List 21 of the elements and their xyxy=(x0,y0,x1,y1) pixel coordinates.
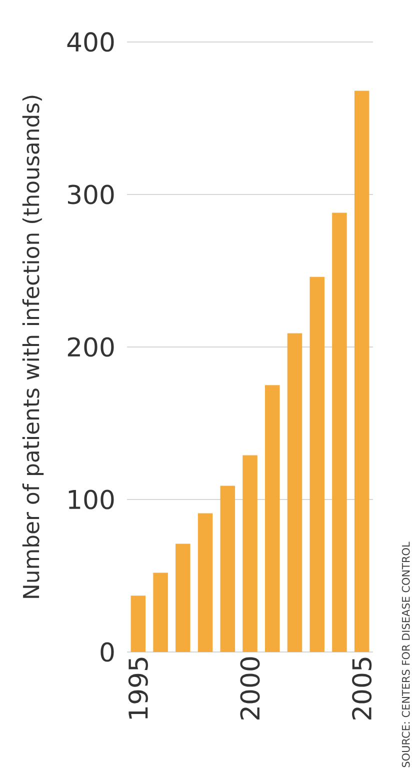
bar xyxy=(264,385,280,652)
x-tick-label: 1995 xyxy=(128,658,148,719)
bar xyxy=(354,90,370,652)
bar xyxy=(220,486,236,652)
x-tick-label: 2000 xyxy=(240,657,260,720)
bar xyxy=(130,596,146,652)
bar xyxy=(153,572,168,652)
y-tick-label: 200 xyxy=(68,337,114,357)
y-tick-label: 300 xyxy=(68,184,114,204)
y-tick-label: 0 xyxy=(100,642,114,662)
bar xyxy=(242,455,258,652)
bar xyxy=(332,212,347,652)
source-note: SOURCE: CENTERS FOR DISEASE CONTROL xyxy=(402,542,410,768)
bar xyxy=(310,276,324,652)
y-tick-label: 400 xyxy=(67,32,114,52)
y-tick-label: 100 xyxy=(68,490,114,510)
bar xyxy=(198,513,213,652)
y-axis-title: Number of patients with infection (thousands) xyxy=(22,96,44,598)
x-tick-label: 2005 xyxy=(352,658,372,720)
bar xyxy=(287,333,302,652)
bar xyxy=(176,544,190,652)
